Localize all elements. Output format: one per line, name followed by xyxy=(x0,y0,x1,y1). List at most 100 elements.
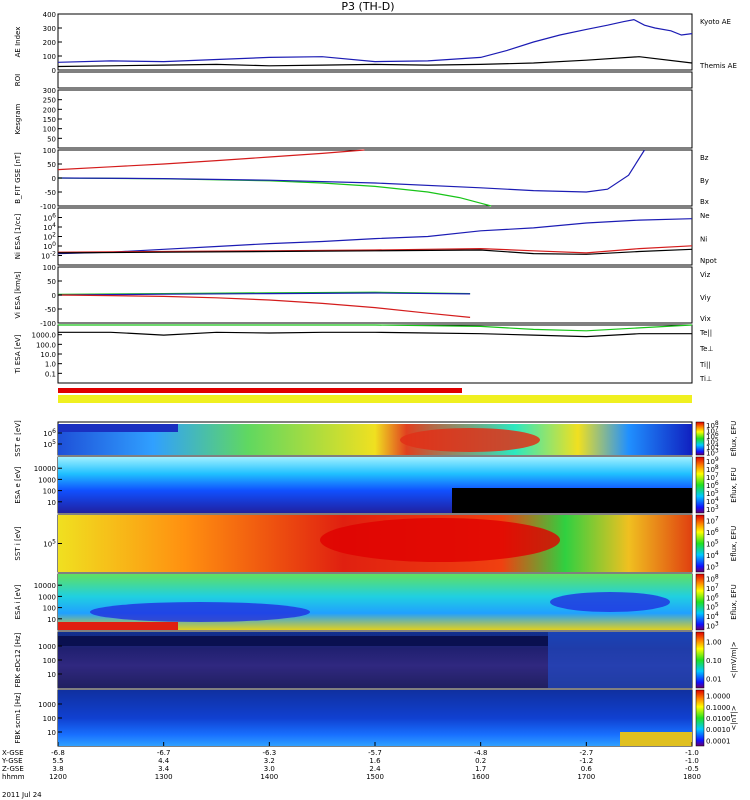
legend-bfit: Bz xyxy=(700,154,709,162)
ytick-label-kp: 150 xyxy=(43,116,56,124)
series-ti-te xyxy=(58,331,692,338)
colorbar-sst_i xyxy=(695,514,705,573)
panel-frame-ti xyxy=(57,324,693,384)
legend-ti: Ti⊥ xyxy=(699,375,712,383)
colorbar-fbk_b xyxy=(695,689,705,747)
colorbar-tick-sst_i: 104 xyxy=(706,550,719,560)
ylabel-esa_i: ESA i [eV] xyxy=(14,584,22,619)
xaxis-value: 4.4 xyxy=(158,757,170,765)
legend-ni: Ni xyxy=(700,236,707,244)
ytick-label-ae: 400 xyxy=(43,11,56,19)
colorbar-tick-fbk_b: 0.0001 xyxy=(706,737,731,745)
colorbar-tick-fbk_e: 0.01 xyxy=(706,676,722,684)
colorbar-tick-esa_i: 104 xyxy=(706,611,719,621)
ytick-label-ni: 10-2 xyxy=(41,251,56,261)
legend-vi: Vix xyxy=(700,315,711,323)
ytick-label-bfit: 100 xyxy=(43,147,56,155)
xaxis-value: 3.4 xyxy=(158,765,170,773)
ytick-label-ae: 100 xyxy=(43,53,56,61)
series-ae-themisae xyxy=(57,56,693,68)
colorbar-tick-sst_i: 103 xyxy=(706,561,719,571)
ytick-label-ti: 10.0 xyxy=(40,351,56,359)
ytick-label-ni: 104 xyxy=(43,222,56,232)
panel-frame-roi xyxy=(57,71,693,89)
colorbar-tick-fbk_b: 0.1000 xyxy=(706,704,731,712)
colorbar-tick-sst_e: 104 xyxy=(706,442,719,452)
legend-ti: Ti|| xyxy=(699,361,711,369)
ytick-label-bfit: -100 xyxy=(40,203,56,211)
series-vi-vix xyxy=(57,292,471,296)
legend-ti: Te|| xyxy=(699,329,712,337)
legend-vi: Viy xyxy=(700,294,711,302)
xaxis-row-label: X-GSE xyxy=(2,749,24,757)
colorbar-tick-fbk_e: 0.10 xyxy=(706,657,722,665)
colorbar-label-fbk_e: <|mV/m|> xyxy=(730,641,738,678)
series-bfit-bz xyxy=(57,149,365,171)
ylabel-ae: AE Index xyxy=(14,27,22,58)
ylabel-sst_i: SST i [eV] xyxy=(14,526,22,560)
ytick-label-bfit: 50 xyxy=(47,161,56,169)
ylabel-fbk_b: FBK scm1 [Hz] xyxy=(14,692,22,743)
ytick-label-esa_e: 10 xyxy=(47,499,56,507)
ytick-label-esa_e: 10000 xyxy=(34,465,56,473)
ytick-label-kp: 250 xyxy=(43,97,56,105)
colorbar-label-esa_i: Eflux, EFU xyxy=(730,584,738,619)
ytick-label-esa_i: 1000 xyxy=(38,593,56,601)
legend-ae: Themis AE xyxy=(699,62,737,70)
xaxis-value: -2.7 xyxy=(579,749,593,757)
ytick-label-sst_e: 105 xyxy=(43,439,56,449)
ylabel-vi: Vi ESA [km/s] xyxy=(14,271,22,318)
xaxis-value: 1.6 xyxy=(369,757,381,765)
colorbar-tick-esa_e: 106 xyxy=(706,480,719,490)
ytick-label-esa_e: 1000 xyxy=(38,476,56,484)
ytick-label-bfit: 0 xyxy=(52,175,56,183)
legend-bfit: By xyxy=(700,177,709,185)
legend-bfit: Bx xyxy=(700,198,709,206)
series-ni-ni xyxy=(57,218,693,255)
colorbar-label-sst_e: Eflux, EFU xyxy=(730,421,738,456)
colorbar-tick-esa_e: 107 xyxy=(706,472,719,482)
xaxis-value: -6.3 xyxy=(262,749,276,757)
xaxis-value: 1800 xyxy=(683,773,701,781)
ytick-label-vi: 50 xyxy=(47,278,56,286)
series-vi-viz xyxy=(57,294,471,318)
ylabel-ni: Ni ESA [1/cc] xyxy=(14,214,22,260)
xaxis-value: 3.8 xyxy=(52,765,63,773)
panel-frame-kp xyxy=(57,89,693,149)
xaxis-value: -1.0 xyxy=(685,757,699,765)
panel-frame-vi xyxy=(57,266,693,324)
xaxis-value: -1.0 xyxy=(685,749,699,757)
colorbar-tick-fbk_e: 1.00 xyxy=(706,638,722,646)
ytick-label-fbk_b: 100 xyxy=(43,715,56,723)
xaxis-value: 1200 xyxy=(49,773,67,781)
colorbar-tick-fbk_b: 0.0010 xyxy=(706,726,731,734)
colorbar-tick-sst_i: 106 xyxy=(706,527,719,537)
ylabel-bfit: B_FIT GSE [nT] xyxy=(14,152,22,204)
ylabel-kp: Kesgram xyxy=(14,104,22,135)
series-ti-ti xyxy=(58,324,693,332)
ylabel-esa_e: ESA e [eV] xyxy=(14,466,22,503)
colorbar-esa_e xyxy=(695,456,705,514)
plot-title: P3 (TH-D) xyxy=(341,0,394,13)
legend-ti: Te⊥ xyxy=(699,345,714,353)
colorbar-tick-esa_i: 108 xyxy=(706,574,719,584)
ytick-label-sst_i: 105 xyxy=(43,539,56,549)
ytick-label-vi: -100 xyxy=(40,320,56,328)
colorbar-tick-esa_i: 106 xyxy=(706,592,719,602)
colorbar-tick-sst_i: 105 xyxy=(706,539,719,549)
colorbar-tick-esa_e: 108 xyxy=(706,464,719,474)
ytick-label-bfit: -50 xyxy=(45,189,56,197)
ytick-label-ni: 106 xyxy=(43,213,56,223)
colorbar-label-esa_e: Eflux, EFU xyxy=(730,467,738,502)
colorbar-tick-fbk_b: 1.0000 xyxy=(706,693,731,701)
xaxis-value: 1600 xyxy=(472,773,490,781)
colorbar-tick-esa_i: 105 xyxy=(706,602,719,612)
colorbar-tick-sst_e: 105 xyxy=(706,436,719,446)
ylabel-roi: ROI xyxy=(14,74,22,86)
colorbar-tick-sst_e: 107 xyxy=(706,425,719,435)
ylabel-ti: Ti ESA [eV] xyxy=(14,334,22,374)
colorbar-tick-sst_e: 106 xyxy=(706,431,719,441)
colorbar-tick-esa_i: 107 xyxy=(706,583,719,593)
